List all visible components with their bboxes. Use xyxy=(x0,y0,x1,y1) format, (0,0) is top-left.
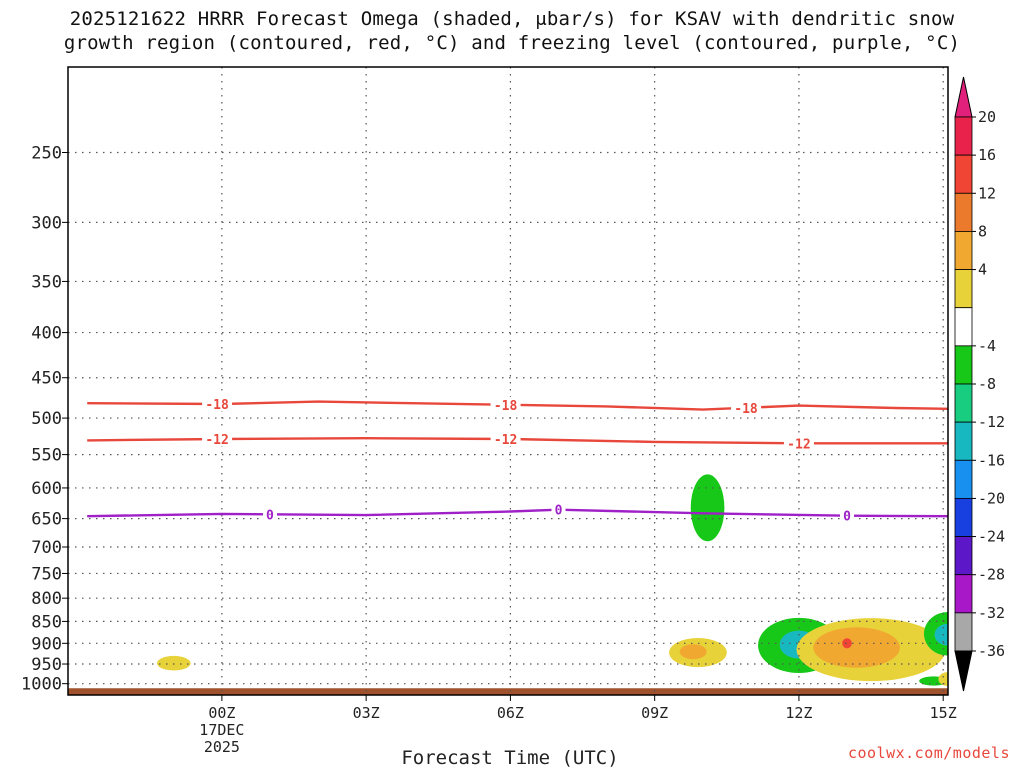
contour-line-0 xyxy=(87,400,948,411)
y-tick-label-850: 850 xyxy=(31,612,62,632)
colorbar-label-12: -28 xyxy=(978,566,1005,584)
colorbar-label-11: -24 xyxy=(978,528,1005,546)
colorbar-box-9 xyxy=(954,459,973,499)
contour-label-bg-0-0 xyxy=(202,396,233,412)
x-tick-date: 17DEC xyxy=(199,721,244,739)
plot-frame xyxy=(67,66,949,696)
y-tick-label-500: 500 xyxy=(31,409,62,429)
x-tick-label-15Z: 15Z xyxy=(930,704,957,722)
contour-label-2-2: 0 xyxy=(843,510,851,525)
contour-label-1-0: -12 xyxy=(205,433,228,448)
contour-label-bg-1-2 xyxy=(783,435,814,451)
colorbar-label-6: -4 xyxy=(978,337,996,355)
colorbar-label-0: 20 xyxy=(978,108,996,126)
omega-feature-0 xyxy=(690,474,725,542)
colorbar-box-7 xyxy=(954,383,973,423)
x-tick-label-06Z: 06Z xyxy=(497,704,524,722)
chart-title-line-1: 2025121622 HRRR Forecast Omega (shaded, … xyxy=(69,8,955,30)
colorbar-box-12 xyxy=(954,574,973,614)
colorbar-box-5 xyxy=(954,307,973,347)
omega-feature-13 xyxy=(938,672,948,687)
contour-label-bg-2-0 xyxy=(262,506,277,522)
x-tick-year: 2025 xyxy=(204,738,240,756)
contour-label-bg-2-1 xyxy=(551,501,566,517)
x-axis-label: Forecast Time (UTC) xyxy=(401,747,618,768)
y-tick-label-250: 250 xyxy=(31,143,62,163)
colorbar-label-8: -12 xyxy=(978,413,1005,431)
contour-label-0-1: -18 xyxy=(494,399,518,414)
x-tick-label-00Z: 00Z xyxy=(208,704,235,722)
colorbar-top-arrow xyxy=(954,76,973,118)
contour-label-bg-1-0 xyxy=(202,431,233,447)
colorbar-label-3: 8 xyxy=(978,222,987,240)
y-tick-label-300: 300 xyxy=(31,213,62,233)
y-tick-label-350: 350 xyxy=(31,272,62,292)
colorbar-box-1 xyxy=(954,154,973,194)
x-tick-label-03Z: 03Z xyxy=(353,704,380,722)
colorbar-label-10: -20 xyxy=(978,489,1005,507)
ground-strip xyxy=(68,688,948,695)
colorbar-box-11 xyxy=(954,536,973,576)
y-tick-label-800: 800 xyxy=(31,589,62,609)
colorbar-box-8 xyxy=(954,421,973,461)
colorbar-box-0 xyxy=(954,116,973,156)
colorbar-label-14: -36 xyxy=(978,642,1005,660)
plot-background xyxy=(68,67,948,695)
y-tick-label-600: 600 xyxy=(31,479,62,499)
colorbar-box-10 xyxy=(954,498,973,537)
colorbar-label-1: 16 xyxy=(978,146,996,164)
y-tick-label-550: 550 xyxy=(31,446,62,466)
contour-label-0-0: -18 xyxy=(205,398,229,413)
omega-feature-11 xyxy=(934,623,948,646)
chart-title-line-2: growth region (contoured, red, °C) and f… xyxy=(63,32,961,54)
colorbar-box-2 xyxy=(954,192,973,232)
y-tick-label-950: 950 xyxy=(31,655,62,675)
colorbar-box-13 xyxy=(954,612,973,652)
colorbar-label-13: -32 xyxy=(978,604,1005,622)
contour-label-0-2: -18 xyxy=(734,402,758,417)
omega-feature-1 xyxy=(156,655,191,671)
colorbar-box-3 xyxy=(954,231,973,270)
watermark: coolwx.com/models xyxy=(847,744,1010,762)
y-tick-label-750: 750 xyxy=(31,564,62,584)
y-tick-label-450: 450 xyxy=(31,369,62,389)
contour-label-1-2: -12 xyxy=(787,437,810,452)
contour-label-2-0: 0 xyxy=(266,508,274,523)
y-tick-label-650: 650 xyxy=(31,510,62,530)
omega-feature-9 xyxy=(842,638,852,649)
y-tick-label-1000: 1000 xyxy=(21,675,62,695)
y-tick-label-400: 400 xyxy=(31,324,62,344)
y-tick-label-700: 700 xyxy=(31,538,62,558)
colorbar-box-4 xyxy=(954,269,973,309)
contour-label-bg-1-1 xyxy=(490,430,521,446)
x-tick-label-09Z: 09Z xyxy=(641,704,668,722)
contour-label-bg-2-2 xyxy=(840,507,855,523)
contour-label-bg-0-2 xyxy=(731,399,762,415)
contour-line-2 xyxy=(87,508,948,518)
colorbar-bottom-arrow xyxy=(954,650,973,692)
colorbar-label-2: 12 xyxy=(978,184,996,202)
contour-label-1-1: -12 xyxy=(494,433,517,448)
omega-feature-8 xyxy=(813,627,900,668)
contour-label-bg-0-1 xyxy=(490,396,521,412)
colorbar-label-9: -16 xyxy=(978,451,1005,469)
colorbar-label-7: -8 xyxy=(978,375,996,393)
contour-label-2-1: 0 xyxy=(555,504,563,519)
x-tick-label-12Z: 12Z xyxy=(785,704,812,722)
colorbar-label-4: 4 xyxy=(978,261,987,279)
y-tick-label-900: 900 xyxy=(31,634,62,654)
colorbar-box-6 xyxy=(954,345,973,385)
omega-feature-3 xyxy=(679,644,707,660)
